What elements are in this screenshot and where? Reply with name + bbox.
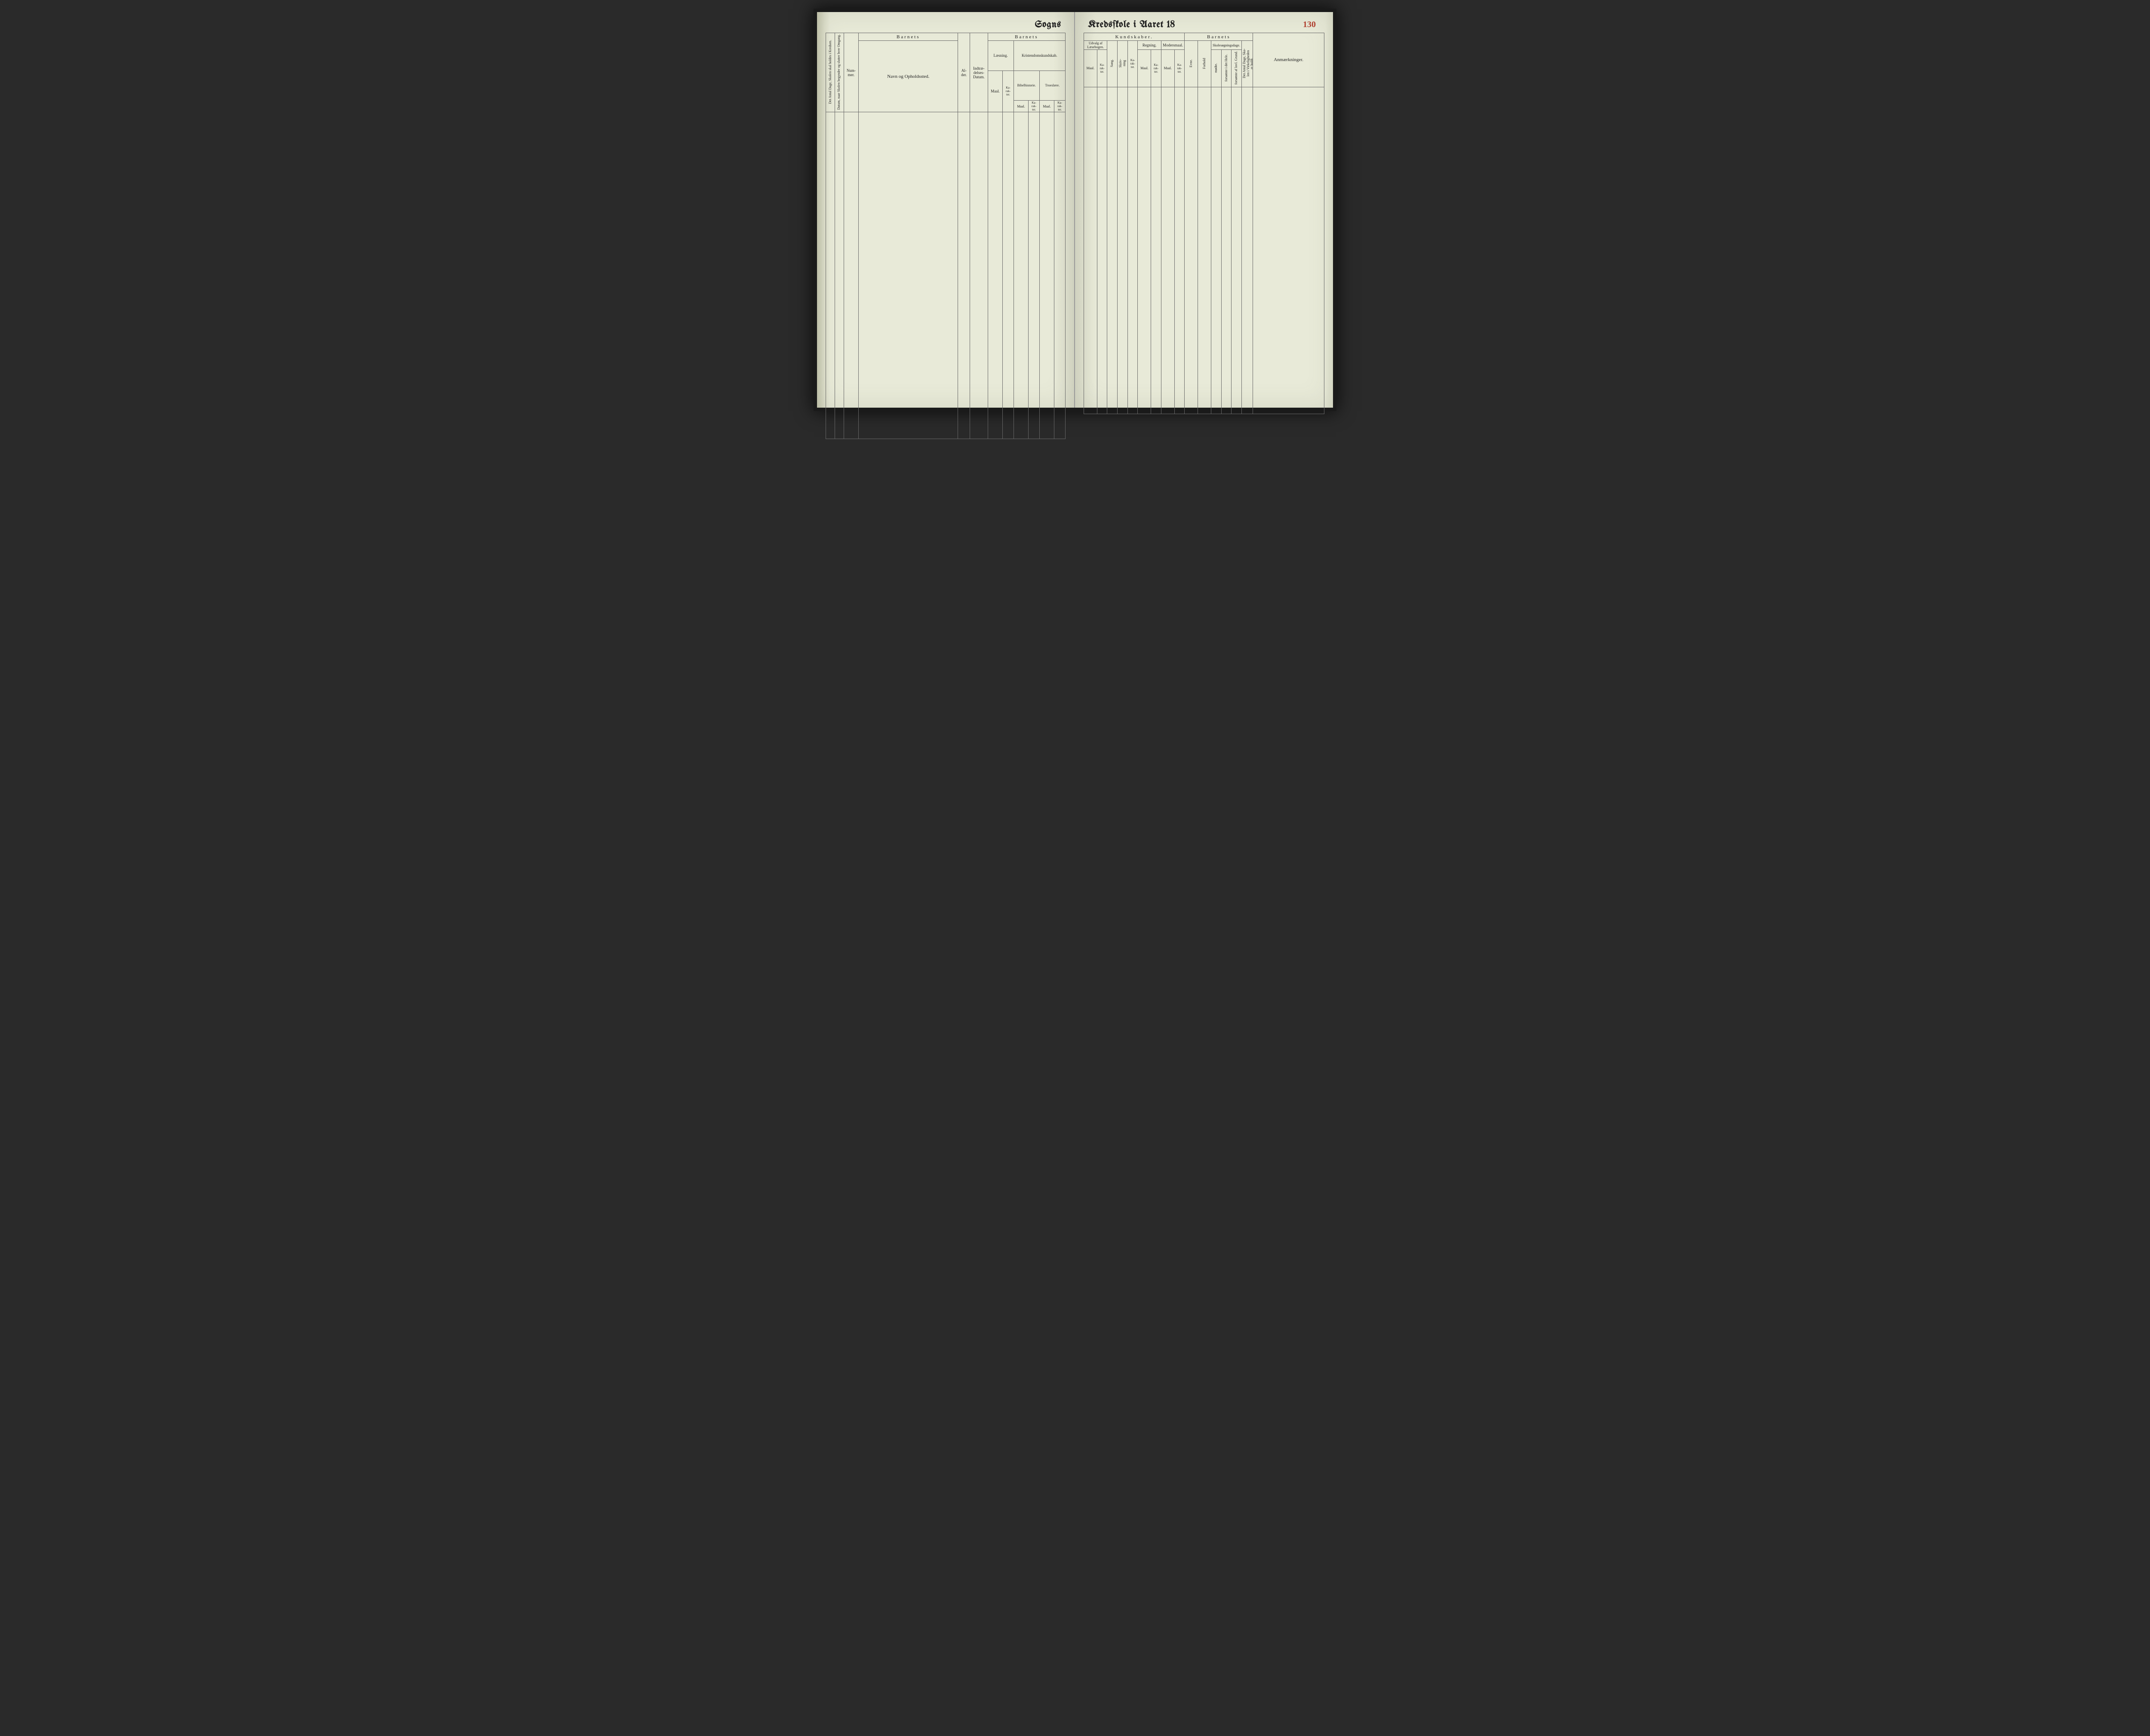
ledger-table-right: Kundskaber. Barnets Anmærkninger. Udvalg… bbox=[1084, 33, 1324, 414]
col-skrivning: Skriv- ning bbox=[1119, 58, 1127, 68]
section-barnets-right: Barnets bbox=[1185, 33, 1253, 41]
col-maal-r3: Maal. bbox=[1161, 50, 1174, 87]
col-nummer: Num- mer. bbox=[844, 33, 859, 112]
col-datum: Datum, naar Skolen begynder og slutter h… bbox=[837, 34, 841, 111]
group-regning: Regning. bbox=[1138, 41, 1161, 50]
col-kar-r2: Ka- rak- ter. bbox=[1097, 50, 1107, 87]
col-modte: mødte. bbox=[1214, 62, 1218, 74]
sub-troes: Troeslære. bbox=[1039, 71, 1065, 101]
section-barnets-left-2: Barnets bbox=[988, 33, 1065, 41]
col-kar-2: Ka- rak- ter. bbox=[1029, 101, 1039, 112]
col-maal-r2: Maal. bbox=[1138, 50, 1151, 87]
table-body-left bbox=[826, 112, 1066, 439]
col-alder: Al- der. bbox=[958, 33, 970, 112]
group-modersmaal: Modersmaal. bbox=[1161, 41, 1185, 50]
col-maal-2: Maal. bbox=[1014, 101, 1029, 112]
left-page: Sogns Det Antal Dage, Skolen skal holdes… bbox=[817, 12, 1075, 408]
col-forsomte-lovl: forsømte af lovl. Grund. bbox=[1235, 50, 1238, 86]
col-antal-virk: Det Antal Dage, Sko- len i Virkeligheden… bbox=[1243, 48, 1253, 79]
col-navn: Navn og Opholdssted. bbox=[859, 41, 958, 112]
table-body-right bbox=[1084, 87, 1324, 414]
col-kar-r4: Ka- rak- ter. bbox=[1174, 50, 1185, 87]
col-kar-r1: Ka- rak- ter. bbox=[1127, 41, 1138, 87]
group-laesning: Læsning. bbox=[988, 41, 1014, 71]
ledger-table-left: Det Antal Dage, Skolen skal holdes i Kre… bbox=[826, 33, 1066, 439]
col-forhold: Forhold bbox=[1203, 57, 1207, 70]
ledger-book: Sogns Det Antal Dage, Skolen skal holdes… bbox=[814, 9, 1336, 411]
col-forsomte-hele: forsømte i det Hele. bbox=[1225, 53, 1229, 83]
section-barnets-left: Barnets bbox=[859, 33, 958, 41]
page-number: 130 bbox=[1303, 20, 1316, 30]
page-title-left: Sogns bbox=[817, 12, 1074, 33]
col-maal-3: Maal. bbox=[1039, 101, 1054, 112]
group-udvalg: Udvalg af Læsebogen. bbox=[1084, 41, 1107, 50]
group-kristendom: Kristendomskundskab. bbox=[1014, 41, 1065, 71]
col-indtr: Indtræ- delses- Datum. bbox=[970, 33, 988, 112]
col-antal-dage: Det Antal Dage, Skolen skal holdes i Kre… bbox=[829, 39, 832, 105]
col-evne: Evne. bbox=[1189, 58, 1193, 68]
right-page: 130 Kredsſkole i Aaret 18 Kundskaber. Ba… bbox=[1075, 12, 1333, 408]
col-kar-1: Ka- rak- ter. bbox=[1003, 71, 1014, 112]
col-kar-r3: Ka- rak- ter. bbox=[1151, 50, 1161, 87]
col-maal-1: Maal. bbox=[988, 71, 1003, 112]
group-skolesogning: Skolesøgningsdage. bbox=[1211, 41, 1242, 50]
title-right-text: Kredsſkole i Aaret 18 bbox=[1088, 20, 1175, 30]
col-kar-3: Ka- rak- ter. bbox=[1054, 101, 1066, 112]
page-title-right: Kredsſkole i Aaret 18 bbox=[1075, 12, 1333, 33]
col-maal-r1: Maal. bbox=[1084, 50, 1097, 87]
sub-bibel: Bibelhistorie. bbox=[1014, 71, 1039, 101]
col-anmerk: Anmærkninger. bbox=[1253, 33, 1324, 87]
section-kundskaber: Kundskaber. bbox=[1084, 33, 1185, 41]
title-left-text: Sogns bbox=[1035, 20, 1061, 30]
col-sang: Sang. bbox=[1110, 58, 1114, 68]
